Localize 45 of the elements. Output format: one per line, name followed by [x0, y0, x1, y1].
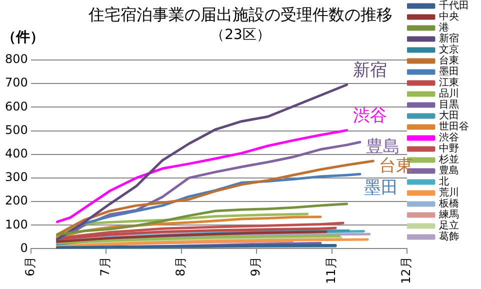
y-tick-label: 200: [5, 194, 28, 208]
legend-label: 千代田: [439, 0, 469, 12]
legend-label: 杉並: [438, 154, 459, 166]
legend-label: 墨田: [439, 66, 459, 78]
legend-label: 練馬: [438, 208, 459, 221]
chart-subtitle: （23区）: [210, 27, 270, 44]
legend-label: 板橋: [438, 198, 459, 210]
annotation: 豊島: [366, 137, 400, 158]
chart-title: 住宅宿泊事業の届出施設の受理件数の推移: [88, 4, 392, 24]
annotation: 墨田: [364, 178, 398, 198]
legend-label: 世田谷: [439, 120, 469, 133]
x-tick-label: 8月: [173, 256, 188, 276]
legend-label: 中野: [439, 142, 459, 155]
legend-label: 新宿: [439, 32, 459, 45]
y-tick-label: 700: [5, 76, 28, 90]
legend-label: 大田: [439, 110, 459, 122]
legend-label: 荒川: [439, 186, 459, 199]
legend-label: 豊島: [439, 164, 459, 177]
y-tick-label: 500: [5, 122, 28, 137]
y-tick-label: 400: [5, 146, 28, 160]
x-tick-label: 6月: [23, 256, 38, 276]
y-tick-label: 0: [20, 240, 28, 255]
annotation: 台東: [379, 156, 414, 176]
x-tick-label: 9月: [248, 256, 263, 276]
legend-label: 足立: [439, 220, 459, 232]
legend-label: 葛飾: [439, 230, 459, 243]
y-tick-label: 600: [5, 99, 28, 114]
legend-label: 文京: [439, 44, 459, 56]
legend-label: 中央: [439, 10, 459, 23]
legend-label: 港: [439, 22, 449, 34]
y-tick-label: 100: [5, 217, 28, 232]
legend-label: 北: [439, 176, 449, 188]
annotation: 渋谷: [352, 106, 387, 126]
legend-label: 目黒: [439, 100, 459, 111]
y-tick-label: 800: [5, 52, 28, 66]
legend-label: 江東: [439, 76, 459, 89]
legend-label: 台東: [439, 54, 459, 67]
legend-label: 品川: [439, 88, 459, 100]
y-axis-title: （件）: [2, 30, 44, 46]
x-tick-label: 12月: [399, 256, 414, 284]
x-tick-label: 7月: [98, 256, 112, 276]
y-tick-label: 300: [5, 170, 28, 184]
x-tick-label: 11月: [324, 256, 338, 284]
annotation: 新宿: [352, 60, 387, 81]
legend-label: 渋谷: [439, 132, 459, 144]
